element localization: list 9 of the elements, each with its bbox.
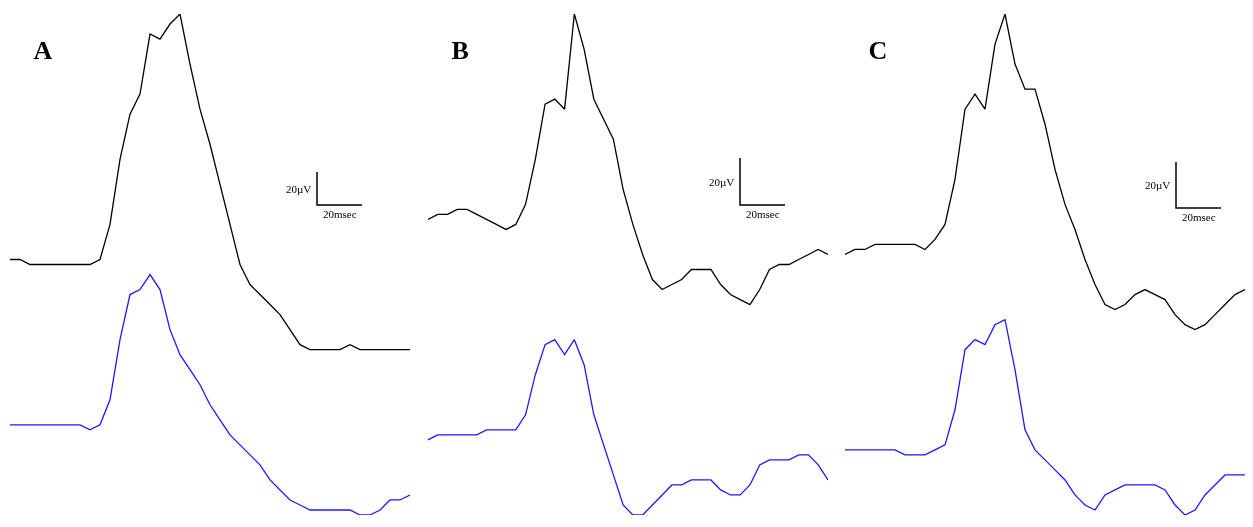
text: A: [33, 36, 53, 66]
annotation: 20µV: [1145, 179, 1171, 191]
annotation: 20µV: [708, 176, 735, 188]
annotation: 20msec: [323, 208, 357, 220]
text: B: [451, 36, 469, 66]
text: C: [868, 36, 888, 66]
annotation: 20µV: [286, 183, 312, 195]
annotation: 20msec: [1182, 211, 1217, 223]
annotation: 20msec: [745, 208, 780, 220]
